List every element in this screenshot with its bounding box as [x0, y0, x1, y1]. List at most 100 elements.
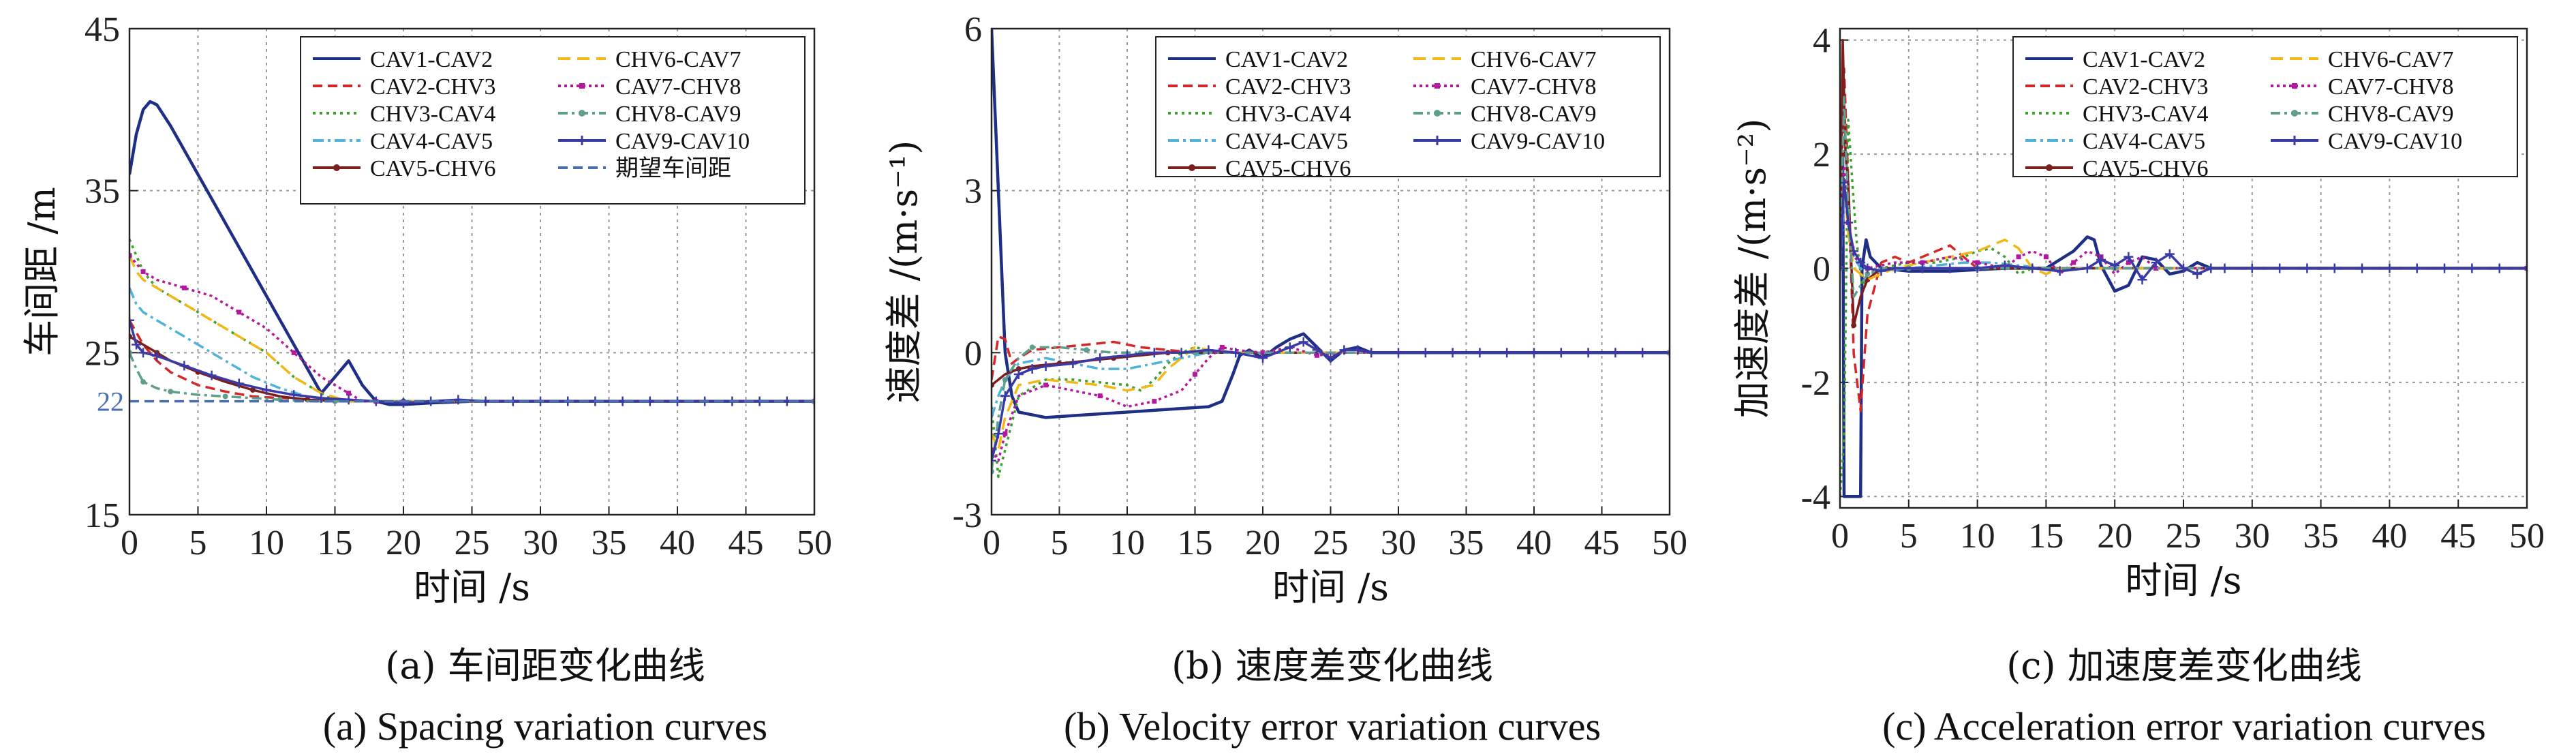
y-tick-label: 2	[1813, 136, 1830, 175]
series-line-CHV8-CAV9	[1840, 95, 2527, 299]
x-tick-label: 10	[1960, 517, 1995, 556]
legend-label: CAV9-CAV10	[615, 129, 750, 154]
series-line-CAV7-CHV8	[1840, 164, 2527, 275]
x-tick-label: 5	[189, 524, 207, 562]
point	[1583, 348, 1593, 358]
legend-label: CHV3-CAV4	[1225, 102, 1351, 127]
legend-marker	[2290, 136, 2299, 145]
annotation-label: 22	[97, 387, 124, 417]
legend-marker	[2291, 110, 2298, 117]
point	[291, 350, 296, 355]
legend-marker	[333, 164, 340, 171]
legend-label: CHV3-CAV4	[370, 102, 496, 127]
point	[2151, 258, 2161, 268]
point	[1027, 364, 1037, 374]
point	[1084, 347, 1090, 353]
point	[1068, 359, 1078, 369]
y-ticks: -3 0 3 6	[953, 10, 1000, 535]
x-tick-label: 35	[2303, 517, 2339, 556]
point	[2220, 263, 2230, 273]
legend-label: CAV9-CAV10	[2328, 129, 2462, 154]
point	[1665, 348, 1670, 358]
point	[2522, 263, 2527, 273]
x-tick-label: 5	[1051, 524, 1069, 562]
legend-label: CAV7-CHV8	[615, 74, 741, 100]
point	[2440, 263, 2450, 273]
x-tick-label: 25	[1313, 524, 1349, 562]
point	[1447, 348, 1458, 358]
series-line-CAV4-CAV5	[129, 287, 814, 403]
y-axis-label: 加速度差 /(m·s⁻²)	[1731, 119, 1774, 419]
point	[1043, 382, 1049, 388]
y-tick-label: -3	[953, 496, 982, 535]
x-tick-label: 40	[2372, 517, 2407, 556]
legend: CAV1-CAV2CAV2-CHV3CHV3-CAV4CAV4-CAV5CAV5…	[2012, 36, 2518, 181]
point	[2126, 260, 2131, 265]
point	[206, 370, 217, 380]
point	[2206, 263, 2216, 273]
point	[1203, 345, 1214, 355]
y-ticks: 15 25 35 45	[85, 10, 138, 535]
x-axis-label: 时间 /s	[1272, 566, 1389, 609]
point	[1312, 345, 1322, 355]
legend-label: CAV4-CAV5	[370, 129, 493, 154]
point	[343, 395, 354, 405]
series-line-CHV3-CAV4	[992, 346, 1670, 479]
point	[1843, 217, 1854, 228]
point	[1152, 399, 1157, 404]
point	[1285, 342, 1295, 352]
point	[399, 398, 408, 408]
point	[1945, 263, 1955, 273]
point	[1002, 431, 1008, 436]
point	[249, 387, 256, 393]
x-tick-label: 45	[2440, 517, 2476, 556]
point	[992, 455, 996, 466]
caption-cn: (a) 车间距变化曲线	[385, 644, 705, 687]
x-tick-label: 0	[121, 524, 138, 562]
y-tick-label: -4	[1801, 478, 1830, 517]
point	[1840, 177, 1850, 187]
x-tick-label: 30	[1381, 524, 1416, 562]
axes-frame	[1839, 27, 2528, 509]
x-tick-label: 15	[1178, 524, 1213, 562]
point	[1876, 266, 1886, 276]
point	[1002, 376, 1008, 382]
point	[1231, 348, 1241, 358]
legend-box	[300, 36, 806, 205]
legend-label: CAV2-CHV3	[370, 74, 496, 100]
point	[1394, 348, 1403, 358]
axes-frame	[128, 27, 816, 516]
caption-en: (b) Velocity error variation curves	[1064, 704, 1601, 749]
point	[316, 393, 326, 403]
x-tick-label: 10	[249, 524, 284, 562]
legend-label: CAV2-CHV3	[2083, 74, 2209, 100]
x-axis-label: 时间 /s	[414, 566, 530, 609]
x-tick-label: 15	[318, 524, 353, 562]
y-tick-label: 0	[1813, 250, 1830, 289]
point	[181, 285, 187, 290]
point	[2016, 254, 2021, 260]
legend-label: CHV3-CAV4	[2083, 102, 2209, 127]
point	[2096, 254, 2106, 265]
x-ticks: 0 5 10 15 20 25 30 35 40 45 50	[121, 507, 832, 562]
x-tick-label: 50	[1652, 524, 1687, 562]
y-ticks: -4 -2 0 2 4	[1801, 22, 1848, 517]
point	[1865, 271, 1871, 277]
point	[1975, 260, 1980, 265]
point	[453, 395, 463, 405]
x-tick-label: 40	[660, 524, 695, 562]
point	[1638, 348, 1648, 358]
point	[1353, 345, 1363, 355]
point	[1029, 344, 1035, 350]
y-tick-label: 4	[1813, 22, 1830, 61]
point	[1041, 361, 1051, 372]
point	[222, 393, 228, 399]
point	[1149, 348, 1159, 358]
legend-box	[2012, 36, 2518, 177]
x-tick-label: 20	[2097, 517, 2132, 556]
point	[2275, 263, 2285, 273]
x-ticks: 0 5 10 15 20 25 30 35 40 45 50	[1831, 500, 2545, 556]
legend-label: CAV2-CHV3	[1225, 74, 1351, 100]
x-tick-label: 30	[523, 524, 558, 562]
